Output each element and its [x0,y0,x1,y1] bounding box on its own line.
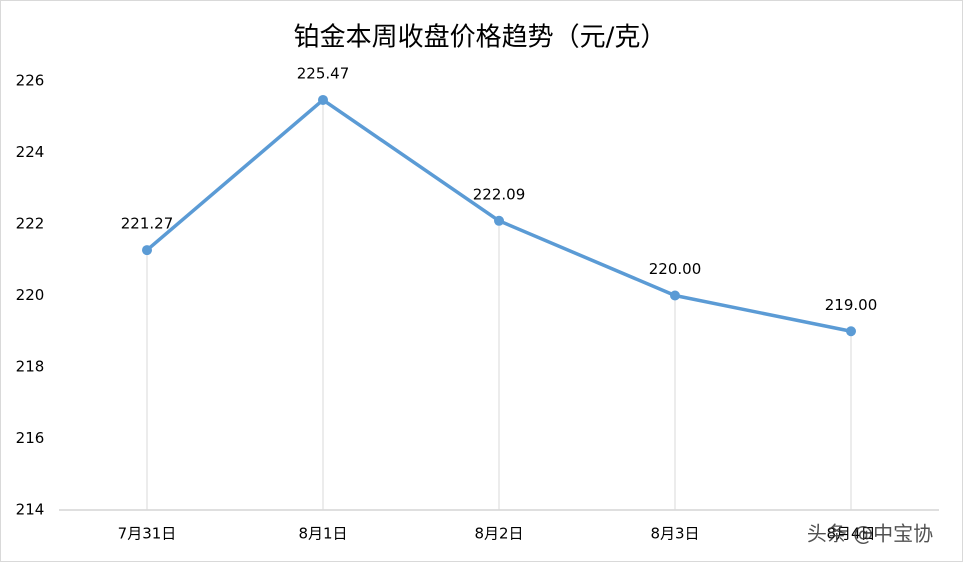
x-tick-label: 7月31日 [118,525,177,543]
point [846,326,856,337]
point [670,290,680,301]
point [494,215,504,226]
y-tick-label: 226 [16,72,45,90]
watermark: 头条 @中宝协 [807,522,933,546]
x-tick-label: 8月2日 [474,525,523,543]
data-label: 219.00 [825,296,878,314]
y-tick-label: 220 [16,286,45,304]
data-label: 222.09 [473,185,526,203]
y-tick-label: 218 [16,358,45,376]
x-tick-label: 8月1日 [298,525,347,543]
point [318,94,328,105]
y-tick-label: 224 [16,143,45,161]
y-tick-label: 214 [16,501,45,519]
y-tick-label: 222 [16,215,45,233]
x-tick-label: 8月4日 [826,525,875,543]
data-label: 225.47 [297,64,350,82]
chart-title: 铂金本周收盘价格趋势（元/克） [294,23,667,53]
data-label: 220.00 [649,260,702,278]
point [142,245,152,256]
x-tick-label: 8月3日 [650,525,699,543]
data-label: 221.27 [121,215,174,233]
y-tick-label: 216 [16,429,45,447]
